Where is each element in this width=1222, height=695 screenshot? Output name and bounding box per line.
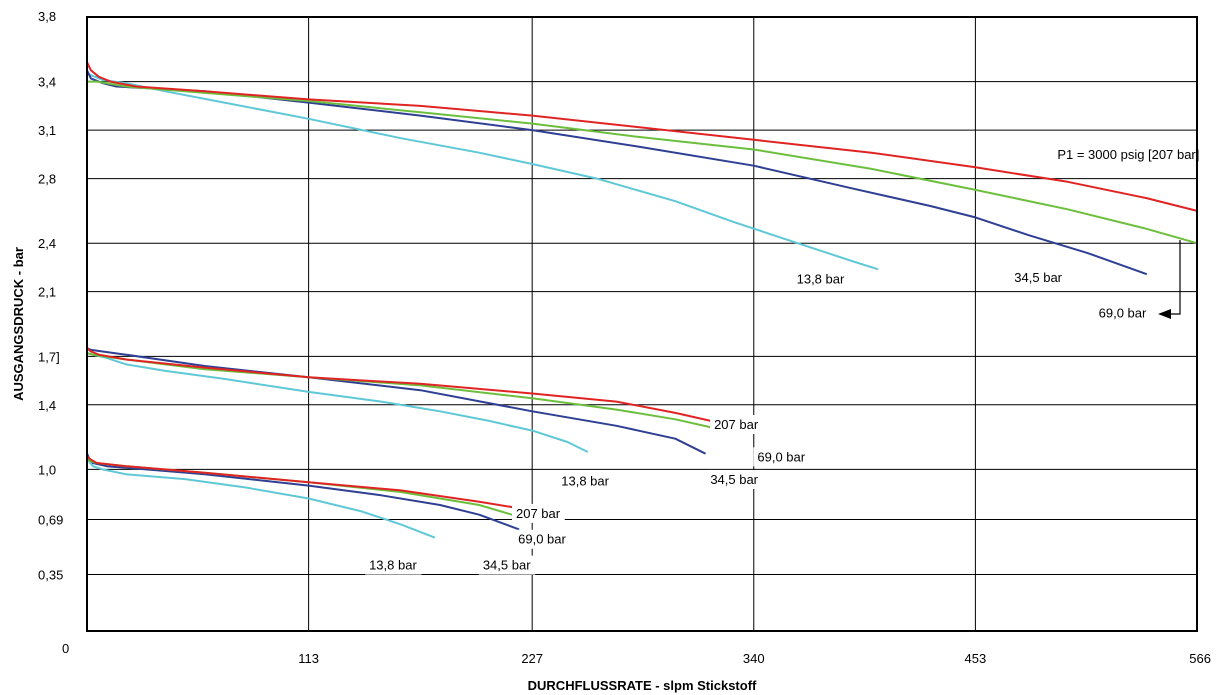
x-tick-label: 566 bbox=[1189, 651, 1211, 666]
y-tick-label: 1,0 bbox=[38, 462, 56, 477]
annotation-backdrop bbox=[365, 555, 422, 575]
annotation-backdrop bbox=[792, 269, 849, 289]
curve-annotation: 207 bar bbox=[516, 506, 561, 521]
y-tick-label: 0,69 bbox=[38, 513, 63, 528]
annotation-layer: P1 = 3000 psig [207 bar] 13,8 bar 34,5 bar… bbox=[365, 145, 1204, 575]
annotation-backdrop bbox=[478, 555, 536, 575]
x-axis-title: DURCHFLUSSRATE - slpm Stickstoff bbox=[528, 678, 757, 693]
curve-annotation: 13,8 bar bbox=[797, 272, 845, 287]
series-line-group2 bbox=[86, 352, 589, 453]
x-tick-label: 0 bbox=[62, 641, 69, 656]
y-tick-label: 3,1 bbox=[38, 123, 56, 138]
x-tick-label: 340 bbox=[743, 651, 765, 666]
gridlines bbox=[87, 17, 1197, 631]
curve-annotation: 69,0 bar bbox=[518, 532, 566, 547]
annotation-backdrop bbox=[512, 503, 565, 523]
y-tick-label: 0,35 bbox=[38, 567, 63, 582]
annotation-backdrop bbox=[514, 529, 571, 549]
curve-annotation: 69,0 bar bbox=[757, 449, 805, 464]
x-tick-label: 453 bbox=[965, 651, 987, 666]
annotation-backdrop bbox=[706, 469, 763, 489]
y-tick-label: 1,4 bbox=[38, 398, 56, 413]
callout-arrow bbox=[1158, 240, 1181, 319]
annotation-backdrop bbox=[710, 415, 763, 435]
series-line-group1 bbox=[86, 69, 1147, 275]
curve-annotation: 207 bar bbox=[714, 417, 759, 432]
series-line-group1 bbox=[86, 80, 1198, 245]
y-tick-label: 2,4 bbox=[38, 236, 56, 251]
series-line-group3 bbox=[86, 452, 520, 531]
series-line-group2 bbox=[86, 347, 720, 424]
annotation-backdrop bbox=[1053, 145, 1204, 165]
curve-annotation: P1 = 3000 psig [207 bar] bbox=[1057, 147, 1199, 162]
x-tick-label: 113 bbox=[298, 651, 319, 666]
annotation-backdrop bbox=[1094, 303, 1151, 323]
plot-frame bbox=[86, 16, 1198, 632]
y-tick-label: 3,8 bbox=[38, 9, 56, 24]
curve-annotation: 34,5 bar bbox=[1014, 270, 1062, 285]
series-line-group2 bbox=[86, 347, 706, 455]
annotation-backdrop bbox=[557, 471, 614, 491]
x-tick-label: 227 bbox=[521, 651, 543, 666]
curve-annotation: 34,5 bar bbox=[483, 558, 531, 573]
y-axis-title: AUSGANGSDRUCK - bar bbox=[11, 247, 26, 401]
series-line-group3 bbox=[86, 455, 540, 513]
curve-annotation: 34,5 bar bbox=[710, 472, 758, 487]
curve-annotation: 13,8 bar bbox=[561, 474, 609, 489]
y-tick-label: 2,1 bbox=[38, 285, 56, 300]
series-line-group1 bbox=[86, 61, 1198, 212]
annotation-backdrop bbox=[753, 447, 810, 467]
y-tick-label: 2,8 bbox=[38, 172, 56, 187]
series-line-group1 bbox=[86, 72, 879, 271]
tick-layer: 0 113 227 340 453 566 0,35 0,69 1,0 1,4 1,7] 2,1 2,4… bbox=[38, 9, 1211, 666]
curve-annotation: 69,0 bar bbox=[1099, 306, 1147, 321]
annotation-backdrop bbox=[1010, 267, 1067, 287]
series-layer bbox=[86, 61, 1198, 539]
y-tick-label: 3,4 bbox=[38, 75, 56, 90]
y-tick-label: 1,7] bbox=[38, 349, 60, 364]
series-line-group3 bbox=[86, 455, 436, 539]
curve-annotation: 13,8 bar bbox=[369, 558, 417, 573]
